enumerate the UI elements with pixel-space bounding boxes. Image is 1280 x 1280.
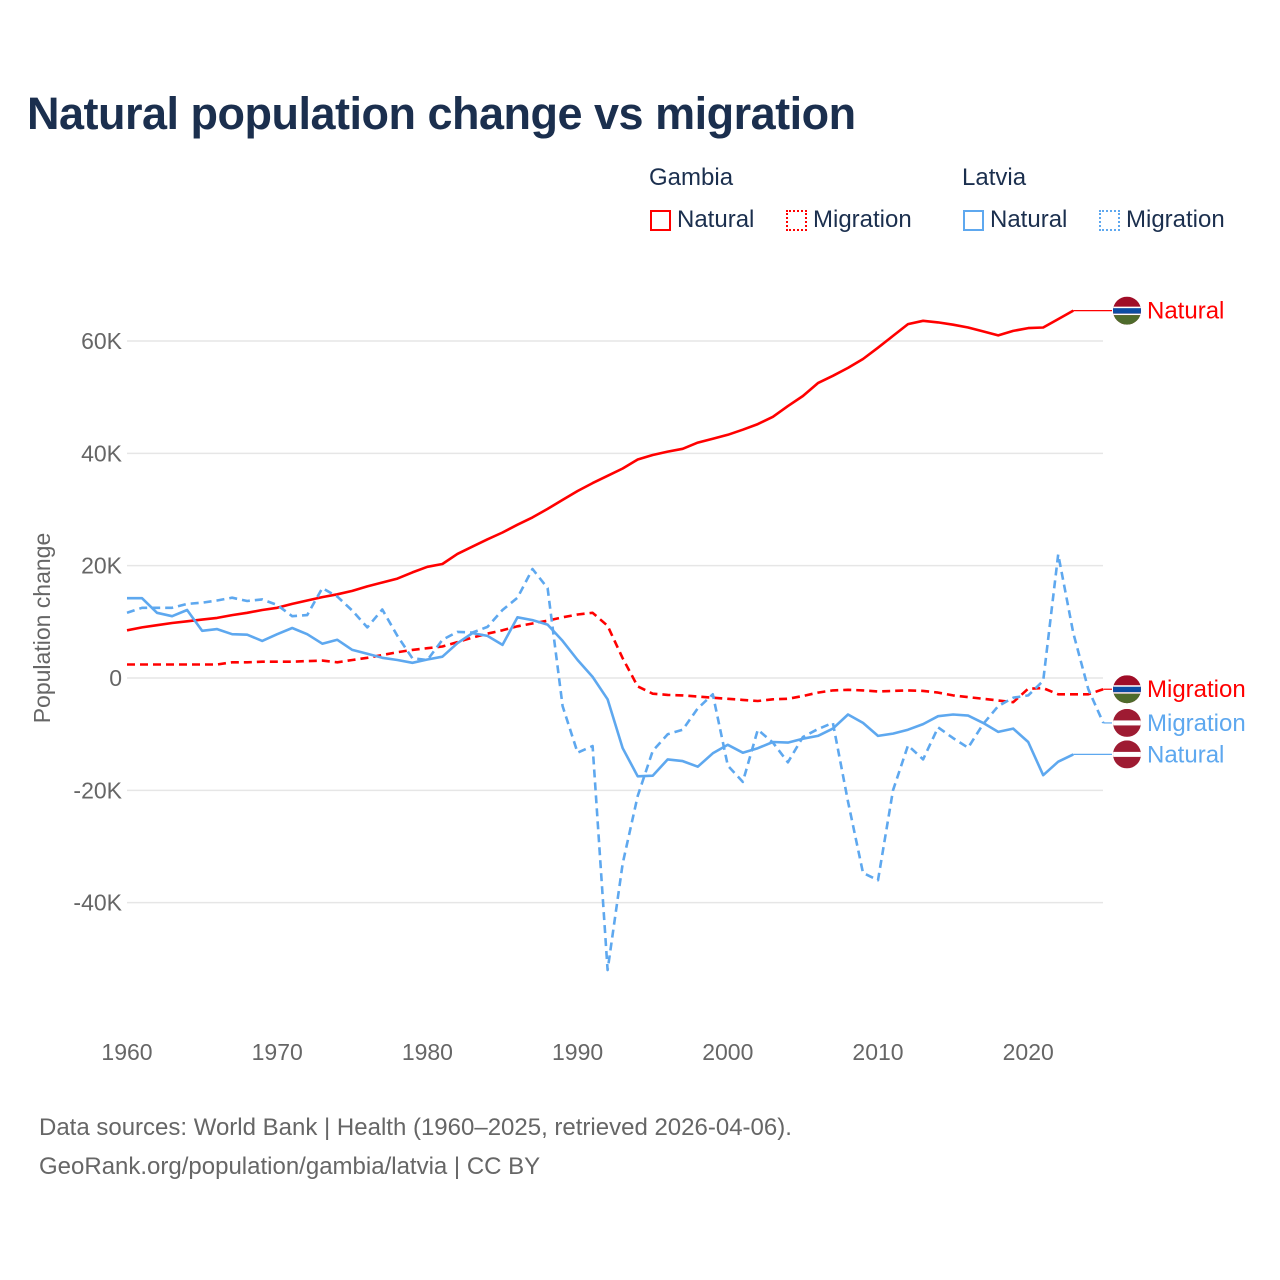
y-tick-label: -20K <box>73 777 122 803</box>
legend-latvia-migration[interactable]: Migration <box>1099 206 1225 234</box>
legend-group-gambia: Gambia <box>649 164 734 191</box>
flag-stripe-white <box>1113 692 1141 694</box>
flag-stripe-green <box>1113 315 1141 325</box>
legend-gambia-migration[interactable]: Migration <box>786 206 912 234</box>
flag-stripe-white <box>1113 313 1141 316</box>
flag-stripe-blue <box>1113 686 1141 693</box>
series-line-gambia-migration <box>127 611 1104 704</box>
flag-body <box>1113 296 1141 325</box>
x-tick-label: 1980 <box>402 1039 453 1065</box>
y-tick-label: 40K <box>81 440 123 466</box>
y-tick-label: -40K <box>73 890 122 916</box>
flag-stripe-white <box>1113 720 1141 726</box>
x-tick-label: 1960 <box>101 1039 152 1065</box>
legend-swatch-dotted-blue <box>1099 209 1120 231</box>
series-line-latvia-natural <box>127 596 1074 778</box>
legend-label: Migration <box>1126 206 1225 233</box>
y-tick-label: 0 <box>109 665 122 691</box>
legend-label: Natural <box>677 206 755 233</box>
flag-body <box>1113 675 1141 704</box>
series-end-label: Migration <box>1147 676 1246 703</box>
flag-stripe-green <box>1113 693 1141 704</box>
legend-label: Natural <box>990 206 1068 233</box>
legend-label: Migration <box>813 206 912 233</box>
gambia-flag <box>1113 675 1141 704</box>
flag-stripe-white <box>1113 751 1141 757</box>
flag-stripe-blue <box>1113 307 1141 314</box>
legend-gambia-natural[interactable]: Natural <box>650 206 754 234</box>
legend-swatch-dotted-red <box>786 209 807 231</box>
series-line-gambia-natural <box>126 309 1074 632</box>
series-end-label: Natural <box>1147 298 1224 325</box>
series-line-latvia-migration <box>126 553 1105 972</box>
x-tick-label: 2010 <box>852 1039 903 1065</box>
series-end-label: Natural <box>1147 741 1224 768</box>
flag-stripe-white <box>1113 685 1141 687</box>
footer: Data sources: World Bank | Health (1960–… <box>39 1108 792 1186</box>
gambia-flag <box>1113 296 1141 325</box>
latvia-flag <box>1113 740 1141 769</box>
series-end-label: Migration <box>1147 710 1246 737</box>
chart-title: Natural population change vs migration <box>27 88 856 139</box>
flag-body <box>1113 740 1141 769</box>
source-link[interactable]: GeoRank.org/population/gambia/latvia | C… <box>39 1153 541 1180</box>
y-tick-label: 20K <box>81 553 123 579</box>
x-tick-label: 2020 <box>1003 1039 1054 1065</box>
x-tick-label: 1970 <box>252 1039 303 1065</box>
flag-stripe-white <box>1113 306 1141 309</box>
legend-swatch-solid-red <box>650 209 671 231</box>
x-tick-label: 1990 <box>552 1039 603 1065</box>
data-source-note: Data sources: World Bank | Health (1960–… <box>39 1114 792 1141</box>
y-tick-label: 60K <box>81 328 123 354</box>
y-axis-label: Population change <box>29 533 55 724</box>
legend-group-latvia: Latvia <box>962 164 1027 191</box>
legend-latvia-natural[interactable]: Natural <box>963 206 1067 234</box>
x-tick-label: 2000 <box>702 1039 753 1065</box>
legend-swatch-solid-blue <box>963 209 984 231</box>
latvia-flag <box>1113 708 1141 737</box>
flag-body <box>1113 708 1141 737</box>
